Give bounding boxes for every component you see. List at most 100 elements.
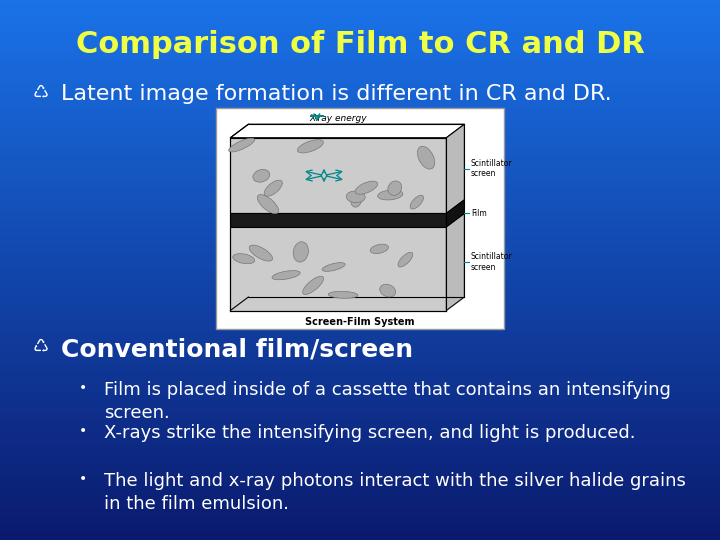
Bar	[0, 531, 720, 534]
Bar	[0, 181, 720, 184]
Bar	[0, 82, 720, 84]
Bar	[0, 78, 720, 80]
Bar	[0, 401, 720, 403]
Bar	[0, 23, 720, 25]
Bar	[0, 325, 720, 327]
Bar	[0, 441, 720, 443]
Bar	[0, 156, 720, 158]
Bar	[0, 502, 720, 504]
Bar	[0, 6, 720, 9]
Polygon shape	[446, 124, 464, 213]
Bar	[0, 335, 720, 338]
Bar	[0, 152, 720, 154]
Bar	[0, 232, 720, 234]
Bar	[0, 131, 720, 133]
Bar	[0, 46, 720, 49]
Bar	[0, 529, 720, 531]
Bar	[0, 416, 720, 417]
Bar	[0, 107, 720, 110]
Bar	[0, 179, 720, 181]
Bar	[0, 80, 720, 82]
Bar	[0, 61, 720, 63]
Ellipse shape	[297, 140, 323, 153]
Bar	[0, 198, 720, 200]
Bar	[0, 333, 720, 335]
FancyBboxPatch shape	[230, 138, 446, 213]
Bar	[0, 144, 720, 146]
Bar	[0, 407, 720, 409]
Bar	[0, 466, 720, 468]
Bar	[0, 221, 720, 224]
Bar	[0, 291, 720, 293]
Bar	[0, 274, 720, 276]
FancyBboxPatch shape	[230, 227, 446, 310]
Bar	[0, 491, 720, 494]
Bar	[0, 112, 720, 114]
Polygon shape	[446, 200, 464, 227]
Ellipse shape	[229, 138, 254, 152]
Ellipse shape	[233, 254, 255, 264]
Bar	[0, 259, 720, 261]
Bar	[0, 255, 720, 258]
Bar	[0, 470, 720, 472]
Bar	[0, 129, 720, 131]
Bar	[0, 258, 720, 259]
Bar	[0, 36, 720, 38]
Bar	[0, 303, 720, 306]
Bar	[0, 91, 720, 93]
Bar	[0, 200, 720, 202]
Bar	[0, 479, 720, 481]
Bar	[0, 477, 720, 479]
Bar	[0, 386, 720, 388]
Bar	[0, 468, 720, 470]
FancyBboxPatch shape	[216, 108, 504, 329]
Bar	[0, 342, 720, 344]
Bar	[0, 240, 720, 242]
Bar	[0, 124, 720, 126]
Text: Comparison of Film to CR and DR: Comparison of Film to CR and DR	[76, 30, 644, 59]
Bar	[0, 382, 720, 384]
Bar	[0, 261, 720, 264]
Bar	[0, 375, 720, 377]
Bar	[0, 25, 720, 28]
Bar	[0, 76, 720, 78]
Ellipse shape	[322, 262, 345, 271]
Ellipse shape	[398, 252, 413, 267]
Bar	[0, 367, 720, 369]
Bar	[0, 327, 720, 329]
Text: X-rays strike the intensifying screen, and light is produced.: X-rays strike the intensifying screen, a…	[104, 424, 636, 442]
Bar	[0, 445, 720, 447]
Bar	[0, 458, 720, 460]
Bar	[0, 321, 720, 323]
Bar	[0, 279, 720, 281]
Bar	[0, 86, 720, 89]
Bar	[0, 285, 720, 287]
Bar	[0, 68, 720, 70]
Bar	[0, 93, 720, 95]
Bar	[0, 9, 720, 11]
Bar	[0, 314, 720, 316]
Bar	[0, 507, 720, 508]
Ellipse shape	[355, 181, 377, 194]
Bar	[0, 517, 720, 519]
Bar	[0, 344, 720, 346]
Bar	[0, 438, 720, 441]
FancyBboxPatch shape	[230, 213, 446, 227]
Bar	[0, 460, 720, 462]
Bar	[0, 409, 720, 411]
Bar	[0, 44, 720, 46]
Bar	[0, 312, 720, 314]
Bar	[0, 338, 720, 340]
Bar	[0, 308, 720, 310]
Bar	[0, 521, 720, 523]
Bar	[0, 361, 720, 363]
Bar	[0, 417, 720, 420]
Bar	[0, 190, 720, 192]
Bar	[0, 500, 720, 502]
Bar	[0, 414, 720, 416]
Bar	[0, 53, 720, 55]
Bar	[0, 30, 720, 32]
Text: Conventional film/screen: Conventional film/screen	[61, 338, 413, 361]
Bar	[0, 102, 720, 103]
Ellipse shape	[418, 146, 435, 169]
